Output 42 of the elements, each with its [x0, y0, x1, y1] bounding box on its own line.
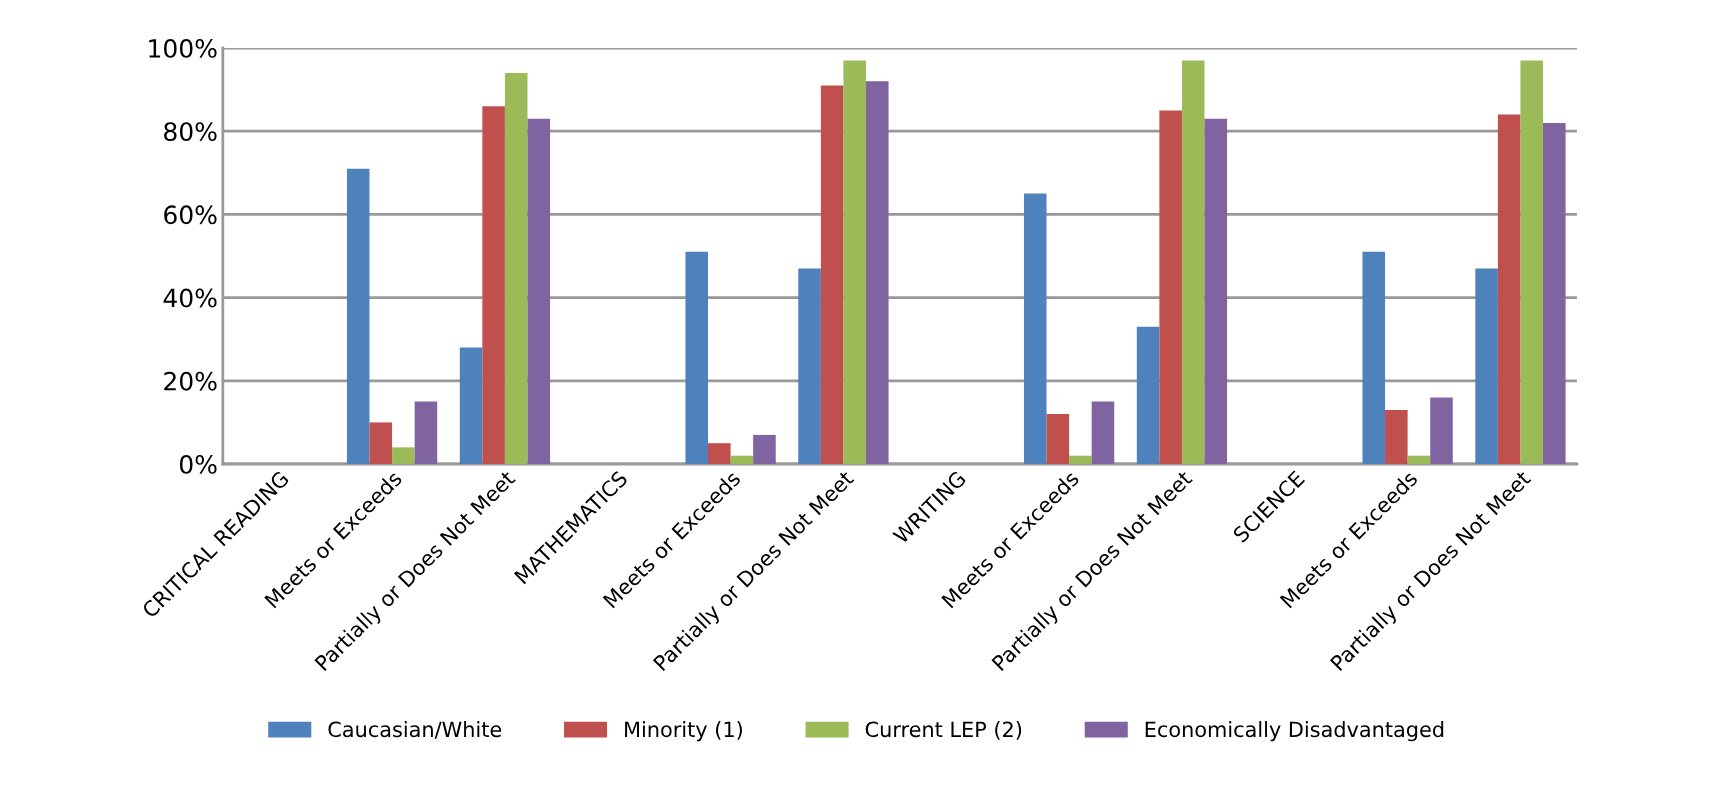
- bar: [820, 85, 844, 464]
- bar: [1430, 397, 1453, 464]
- bar: [843, 60, 866, 464]
- bar: [708, 443, 731, 464]
- bar: [1091, 401, 1115, 464]
- bar: [1497, 114, 1521, 464]
- bar: [1181, 60, 1205, 464]
- bar: [1159, 110, 1182, 464]
- legend-label: Caucasian/White: [328, 721, 502, 739]
- bar: [1407, 455, 1431, 464]
- bar: [1204, 118, 1228, 464]
- bar: [1136, 326, 1160, 464]
- y-tick-label: 0%: [179, 454, 217, 474]
- bar: [1543, 122, 1566, 464]
- legend-label: Economically Disadvantaged: [1145, 721, 1444, 742]
- bar: [392, 447, 415, 464]
- legend-label: Current LEP (2): [865, 721, 1022, 740]
- y-tick-label: 100%: [149, 38, 217, 58]
- legend-label: Minority (1): [625, 721, 742, 742]
- bar: [1385, 409, 1408, 464]
- bar: [1362, 251, 1386, 464]
- bar: [1046, 414, 1070, 464]
- bar: [414, 401, 438, 464]
- bar: [346, 168, 370, 464]
- bar: [527, 118, 551, 464]
- y-tick-label: 40%: [163, 288, 217, 308]
- bar: [504, 72, 528, 464]
- bar: [753, 434, 776, 464]
- bar: [482, 106, 505, 464]
- y-tick-label: 60%: [164, 205, 217, 225]
- y-tick-label: 80%: [164, 122, 217, 142]
- bar: [459, 347, 483, 464]
- bar: [1069, 455, 1092, 464]
- bar: [1023, 193, 1047, 464]
- bar: [730, 455, 754, 464]
- bar: [866, 81, 889, 464]
- bar: [685, 251, 709, 464]
- bar: [1520, 60, 1544, 464]
- bar: [369, 422, 393, 464]
- bar: [798, 268, 821, 464]
- y-tick-label: 20%: [164, 371, 217, 391]
- bar: [1475, 268, 1498, 464]
